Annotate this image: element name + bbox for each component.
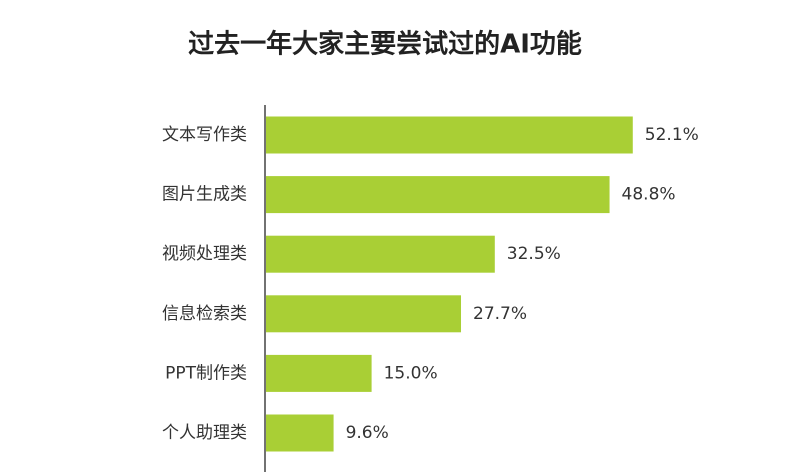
value-label: 9.6%: [346, 423, 389, 443]
bar: [266, 354, 372, 392]
chart-title: 过去一年大家主要尝试过的AI功能: [188, 29, 582, 60]
value-label: 52.1%: [645, 125, 699, 145]
value-label: 27.7%: [473, 304, 527, 324]
category-label: 视频处理类: [162, 244, 247, 264]
category-label: 个人助理类: [162, 423, 247, 443]
bar: [266, 176, 610, 214]
value-label: 32.5%: [507, 244, 561, 264]
category-label: 信息检索类: [162, 304, 247, 324]
category-label: 图片生成类: [162, 185, 247, 205]
value-label: 48.8%: [622, 185, 676, 205]
bar: [266, 116, 633, 154]
bar: [266, 235, 495, 273]
value-label: 15.0%: [384, 363, 438, 383]
bar: [266, 295, 462, 333]
bar: [266, 414, 334, 452]
category-label: PPT制作类: [165, 363, 247, 383]
category-label: 文本写作类: [162, 125, 247, 145]
